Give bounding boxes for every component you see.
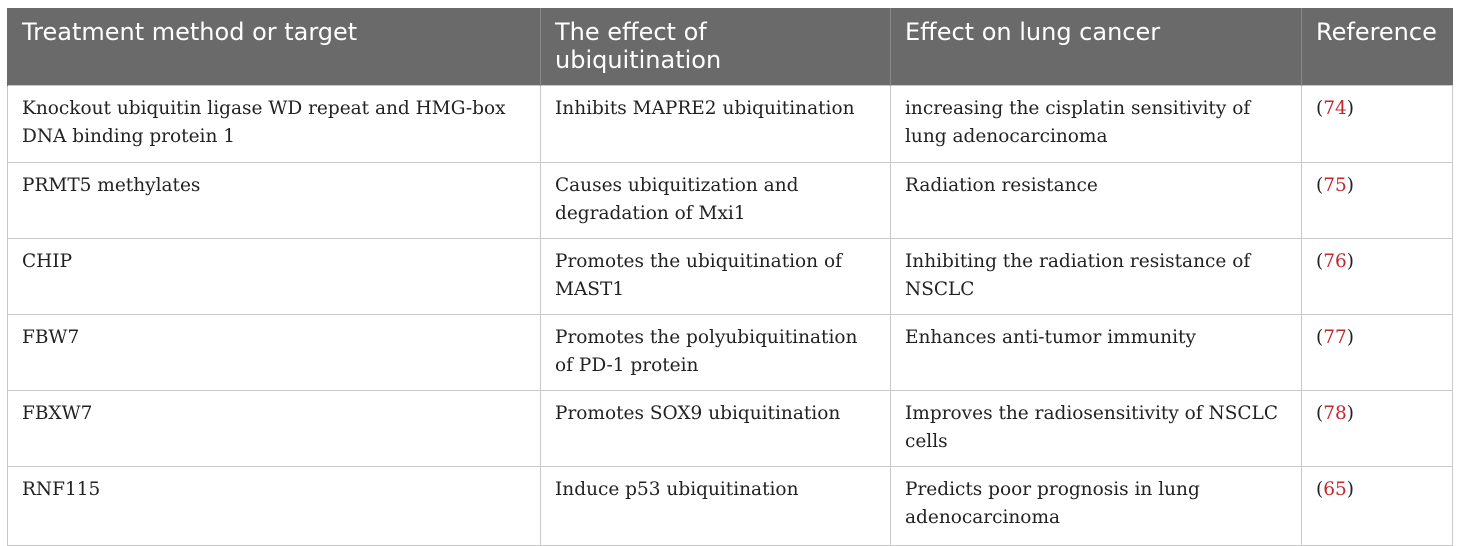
ref-close-paren: ) (1346, 327, 1354, 348)
ref-close-paren: ) (1346, 98, 1354, 119)
cell-cancer-effect: Predicts poor prognosis in lung adenocar… (890, 466, 1302, 546)
cell-effect: Induce p53 ubiquitination (540, 466, 891, 546)
cell-reference: (78) (1301, 390, 1453, 467)
table-row: PRMT5 methylates Causes ubiquitization a… (7, 162, 1453, 239)
ref-open-paren: ( (1316, 251, 1324, 272)
header-lung-cancer-effect: Effect on lung cancer (890, 8, 1302, 86)
cell-reference: (74) (1301, 85, 1453, 163)
table-header: Treatment method or target The effect of… (7, 8, 1453, 86)
ref-close-paren: ) (1346, 403, 1354, 424)
reference-link[interactable]: 76 (1323, 251, 1347, 272)
cell-reference: (76) (1301, 238, 1453, 315)
table-row: CHIP Promotes the ubiquitination of MAST… (7, 238, 1453, 315)
header-reference: Reference (1301, 8, 1453, 86)
ref-open-paren: ( (1316, 98, 1324, 119)
reference-link[interactable]: 65 (1323, 479, 1347, 500)
cell-target: FBW7 (7, 314, 541, 391)
ref-open-paren: ( (1316, 175, 1324, 196)
cell-target: PRMT5 methylates (7, 162, 541, 239)
cell-cancer-effect: Improves the radiosensitivity of NSCLC c… (890, 390, 1302, 467)
reference-link[interactable]: 77 (1323, 327, 1347, 348)
cell-reference: (77) (1301, 314, 1453, 391)
cell-effect: Inhibits MAPRE2 ubiquitination (540, 85, 891, 163)
cell-cancer-effect: increasing the cisplatin sensitivity of … (890, 85, 1302, 163)
table-row: FBW7 Promotes the polyubiquitination of … (7, 314, 1453, 391)
cell-target: RNF115 (7, 466, 541, 546)
table-row: RNF115 Induce p53 ubiquitination Predict… (7, 466, 1453, 546)
table-row: Knockout ubiquitin ligase WD repeat and … (7, 85, 1453, 163)
cell-cancer-effect: Inhibiting the radiation resistance of N… (890, 238, 1302, 315)
ref-open-paren: ( (1316, 479, 1324, 500)
cell-cancer-effect: Enhances anti-tumor immunity (890, 314, 1302, 391)
cell-reference: (65) (1301, 466, 1453, 546)
cell-target: CHIP (7, 238, 541, 315)
ref-open-paren: ( (1316, 403, 1324, 424)
table-body: Knockout ubiquitin ligase WD repeat and … (7, 85, 1453, 546)
cell-effect: Causes ubiquitization and degradation of… (540, 162, 891, 239)
ref-close-paren: ) (1346, 479, 1354, 500)
cell-cancer-effect: Radiation resistance (890, 162, 1302, 239)
reference-link[interactable]: 75 (1323, 175, 1347, 196)
reference-link[interactable]: 74 (1323, 98, 1347, 119)
table-row: FBXW7 Promotes SOX9 ubiquitination Impro… (7, 390, 1453, 467)
ubiquitination-table: Treatment method or target The effect of… (7, 8, 1453, 546)
reference-link[interactable]: 78 (1323, 403, 1347, 424)
cell-reference: (75) (1301, 162, 1453, 239)
cell-effect: Promotes SOX9 ubiquitination (540, 390, 891, 467)
cell-target: Knockout ubiquitin ligase WD repeat and … (7, 85, 541, 163)
ref-close-paren: ) (1346, 175, 1354, 196)
header-treatment: Treatment method or target (7, 8, 541, 86)
cell-effect: Promotes the ubiquitination of MAST1 (540, 238, 891, 315)
table-container: Treatment method or target The effect of… (7, 8, 1453, 546)
header-row: Treatment method or target The effect of… (7, 8, 1453, 86)
cell-target: FBXW7 (7, 390, 541, 467)
cell-effect: Promotes the polyubiquitination of PD-1 … (540, 314, 891, 391)
header-ubiquitination-effect: The effect of ubiquitination (540, 8, 891, 86)
ref-open-paren: ( (1316, 327, 1324, 348)
ref-close-paren: ) (1346, 251, 1354, 272)
